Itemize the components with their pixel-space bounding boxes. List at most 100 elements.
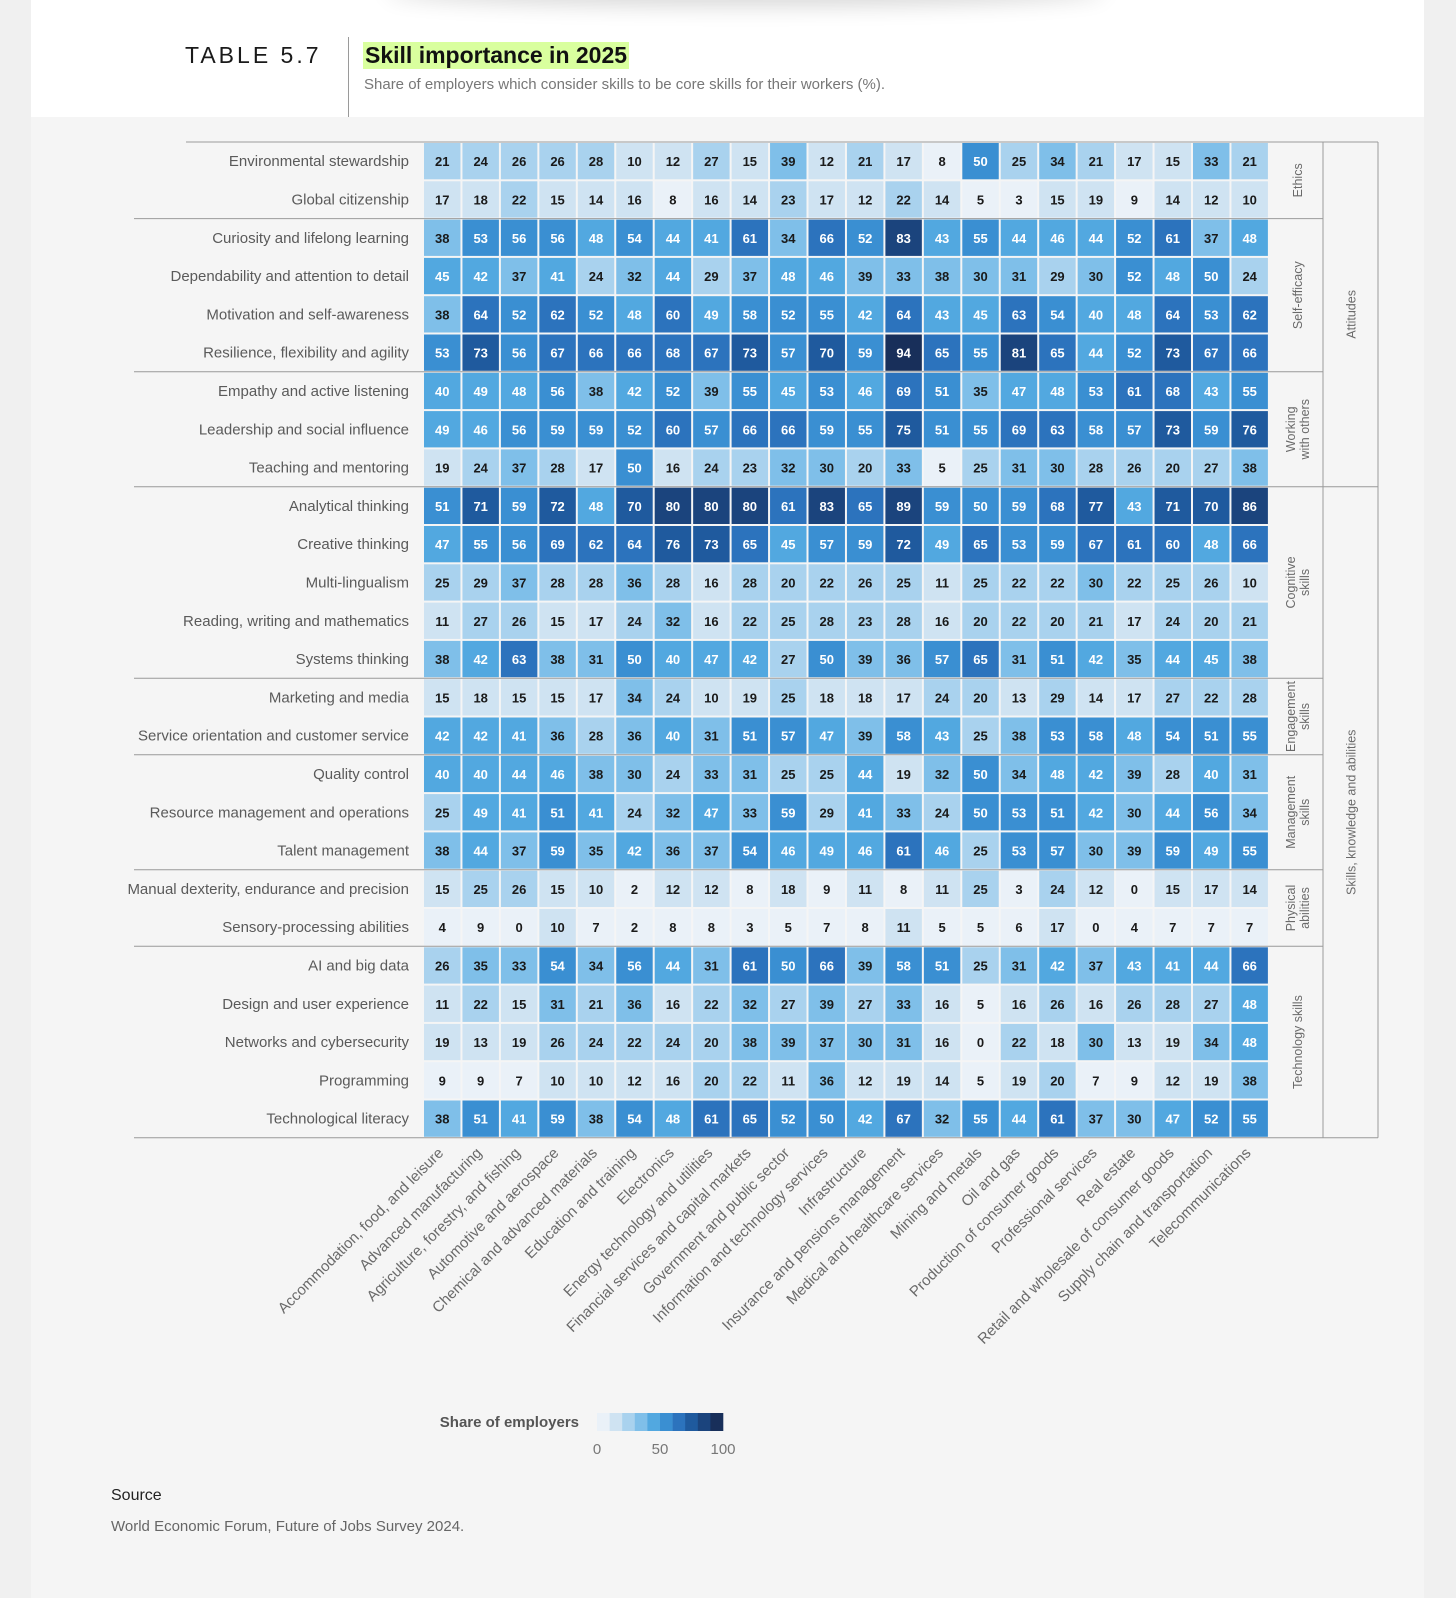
- heatmap-cell: [424, 1062, 461, 1099]
- heatmap-cell: [462, 296, 499, 333]
- cell-value: 31: [1012, 652, 1026, 667]
- cell-value: 52: [627, 422, 641, 437]
- heatmap-cell: [616, 1100, 653, 1137]
- heatmap-cell: [462, 219, 499, 256]
- heatmap-cell: [1000, 564, 1038, 601]
- row-label: Leadership and social influence: [199, 421, 409, 438]
- cell-value: 62: [550, 307, 564, 322]
- cell-value: 16: [935, 1035, 949, 1050]
- heatmap-cell: [1154, 602, 1191, 639]
- cell-value: 7: [1246, 920, 1253, 935]
- heatmap-cell: [1116, 1100, 1153, 1137]
- cell-value: 30: [627, 767, 641, 782]
- cell-value: 11: [781, 1073, 795, 1088]
- cell-value: 45: [1204, 652, 1218, 667]
- heatmap-cell: [923, 717, 961, 754]
- heatmap-cell: [654, 296, 692, 333]
- heatmap-cell: [770, 257, 807, 295]
- cell-value: 44: [858, 767, 873, 782]
- heatmap-cell: [462, 832, 499, 869]
- cell-value: 16: [666, 1073, 680, 1088]
- heatmap-cell: [808, 640, 845, 678]
- cell-value: 40: [435, 384, 449, 399]
- heatmap-cell: [500, 487, 538, 524]
- cell-value: 37: [743, 269, 757, 284]
- cell-value: 19: [435, 461, 449, 476]
- outer-group-label: Skills, knowledge and abilities: [1345, 730, 1359, 895]
- cell-value: 41: [589, 805, 603, 820]
- group-label: Ethics: [1291, 163, 1305, 197]
- heatmap-cell: [1000, 794, 1038, 831]
- heatmap-cell: [962, 755, 999, 793]
- cell-value: 54: [1050, 307, 1065, 322]
- heatmap-cell: [577, 870, 615, 907]
- heatmap-cell: [616, 449, 653, 486]
- heatmap-cell: [1116, 679, 1153, 716]
- heatmap-cell: [539, 372, 576, 410]
- cell-value: 38: [935, 269, 949, 284]
- cell-value: 71: [473, 499, 487, 514]
- heatmap-cell: [539, 1023, 576, 1061]
- cell-value: 24: [666, 1035, 681, 1050]
- heatmap-cell: [808, 870, 845, 907]
- cell-value: 30: [1127, 805, 1141, 820]
- cell-value: 4: [439, 920, 447, 935]
- heatmap-cell: [1077, 143, 1115, 180]
- cell-value: 24: [935, 690, 950, 705]
- heatmap-cell: [1154, 794, 1191, 831]
- cell-value: 60: [1166, 537, 1180, 552]
- cell-value: 41: [858, 805, 872, 820]
- heatmap-cell: [539, 602, 576, 639]
- cell-value: 59: [1050, 537, 1064, 552]
- heatmap-cell: [885, 219, 922, 256]
- heatmap-cell: [731, 1023, 769, 1061]
- cell-value: 21: [1242, 154, 1256, 169]
- heatmap-cell: [1231, 679, 1268, 716]
- legend-swatch: [672, 1413, 686, 1431]
- cell-value: 2: [631, 920, 638, 935]
- cell-value: 54: [550, 958, 565, 973]
- cell-value: 44: [512, 767, 527, 782]
- heatmap-cell: [1000, 909, 1038, 946]
- cell-value: 58: [896, 958, 910, 973]
- cell-value: 52: [589, 307, 603, 322]
- heatmap-cell: [1116, 296, 1153, 333]
- heatmap-cell: [424, 181, 461, 218]
- cell-value: 36: [627, 729, 641, 744]
- cell-value: 53: [1012, 805, 1026, 820]
- heatmap-cell: [577, 1023, 615, 1061]
- cell-value: 40: [473, 767, 487, 782]
- heatmap-cell: [923, 296, 961, 333]
- heatmap-cell: [654, 755, 692, 793]
- legend-swatch: [697, 1413, 711, 1431]
- cell-value: 23: [781, 192, 795, 207]
- heatmap-cell: [885, 1023, 922, 1061]
- heatmap-cell: [770, 564, 807, 601]
- heatmap-cell: [1231, 870, 1268, 907]
- cell-value: 23: [858, 614, 872, 629]
- cell-value: 19: [512, 1035, 526, 1050]
- cell-value: 15: [435, 882, 449, 897]
- cell-value: 39: [858, 652, 872, 667]
- cell-value: 65: [973, 652, 987, 667]
- cell-value: 51: [935, 958, 949, 973]
- heatmap-cell: [808, 296, 845, 333]
- row-label: AI and big data: [308, 957, 410, 974]
- cell-value: 2: [631, 882, 638, 897]
- heatmap-cell: [1039, 755, 1076, 793]
- cell-value: 21: [1089, 614, 1103, 629]
- cell-value: 70: [819, 346, 833, 361]
- heatmap-cell: [1077, 640, 1115, 678]
- cell-value: 48: [666, 1112, 680, 1127]
- cell-value: 69: [896, 384, 910, 399]
- cell-value: 38: [743, 1035, 757, 1050]
- heatmap-cell: [1039, 909, 1076, 946]
- heatmap-cell: [962, 909, 999, 946]
- cell-value: 33: [743, 805, 757, 820]
- cell-value: 44: [1166, 805, 1181, 820]
- cell-value: 52: [781, 307, 795, 322]
- cell-value: 29: [819, 805, 833, 820]
- cell-value: 34: [1012, 767, 1027, 782]
- cell-value: 10: [550, 1073, 564, 1088]
- cell-value: 68: [1166, 384, 1180, 399]
